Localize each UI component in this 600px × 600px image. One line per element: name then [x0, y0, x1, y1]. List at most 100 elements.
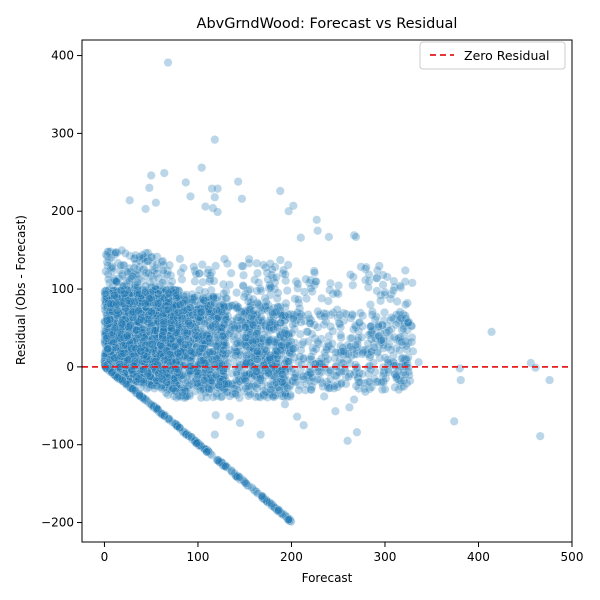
scatter-point [210, 430, 220, 440]
scatter-point [139, 315, 149, 325]
scatter-point [159, 411, 169, 421]
scatter-point [120, 335, 130, 345]
scatter-point [165, 366, 175, 376]
scatter-point [151, 198, 161, 208]
scatter-point [149, 348, 159, 358]
scatter-point [131, 377, 140, 387]
scatter-point [114, 286, 124, 296]
scatter-point [214, 380, 224, 390]
y-tick-label: 400 [51, 49, 74, 63]
scatter-point [299, 420, 309, 430]
scatter-point [156, 372, 166, 382]
scatter-point [167, 293, 177, 303]
scatter-point [349, 324, 358, 334]
scatter-point [133, 320, 143, 329]
scatter-point [221, 314, 231, 324]
scatter-point [111, 326, 121, 336]
scatter-point [163, 357, 173, 367]
x-axis-ticks: 0 100 200 300 400 500 [101, 542, 583, 564]
scatter-point [155, 344, 165, 354]
scatter-point [149, 305, 159, 315]
scatter-point [159, 342, 168, 352]
scatter-point [119, 286, 129, 296]
scatter-point [293, 295, 303, 305]
scatter-point [159, 370, 169, 380]
scatter-point [137, 305, 147, 315]
scatter-point [401, 314, 411, 323]
scatter-point [166, 296, 176, 306]
scatter-point [112, 344, 122, 354]
scatter-point [167, 336, 177, 346]
scatter-point [163, 370, 173, 380]
scatter-point [112, 292, 122, 301]
scatter-point [173, 348, 183, 358]
scatter-point [141, 377, 151, 387]
scatter-point [135, 303, 145, 313]
scatter-point [158, 265, 168, 275]
scatter-point [332, 371, 341, 381]
scatter-point [293, 279, 303, 289]
scatter-point [312, 215, 322, 225]
scatter-point [166, 295, 176, 305]
scatter-point [159, 319, 169, 329]
scatter-point [144, 319, 154, 329]
scatter-point [138, 303, 148, 313]
scatter-point [136, 372, 146, 382]
scatter-point [112, 363, 122, 373]
scatter-point [254, 278, 264, 288]
scatter-point [151, 341, 160, 351]
scatter-point [294, 385, 304, 395]
scatter-point [126, 344, 136, 354]
scatter-point [150, 336, 160, 346]
scatter-point [127, 356, 136, 365]
scatter-point [167, 291, 177, 301]
scatter-point [132, 311, 142, 321]
scatter-point [108, 292, 118, 302]
scatter-point [112, 328, 122, 338]
scatter-point [161, 388, 171, 398]
scatter-point [273, 347, 283, 357]
scatter-point [119, 375, 128, 385]
scatter-point [164, 332, 174, 341]
scatter-point [132, 336, 142, 345]
scatter-point [160, 339, 170, 349]
scatter-point [167, 346, 177, 356]
scatter-point [249, 306, 259, 316]
scatter-point [320, 312, 330, 322]
scatter-point [365, 352, 375, 362]
legend-label-zero-residual: Zero Residual [464, 48, 550, 63]
scatter-point [116, 311, 126, 321]
scatter-point [128, 338, 138, 348]
scatter-point [121, 304, 131, 314]
scatter-point [166, 298, 176, 307]
scatter-point [120, 327, 130, 337]
scatter-point [132, 347, 142, 357]
scatter-point [163, 291, 173, 301]
scatter-point [145, 352, 155, 362]
scatter-point [330, 406, 340, 416]
scatter-point [162, 331, 172, 341]
scatter-point [218, 331, 228, 341]
scatter-point [133, 295, 143, 305]
scatter-point [263, 274, 273, 284]
scatter-point [134, 347, 144, 357]
scatter-point [253, 346, 262, 356]
scatter-point [106, 337, 115, 347]
scatter-point [390, 382, 400, 392]
scatter-point [140, 369, 149, 379]
scatter-point [315, 375, 325, 385]
scatter-point [117, 297, 127, 307]
scatter-point [132, 294, 142, 304]
scatter-point [131, 329, 141, 339]
scatter-point [158, 278, 167, 288]
scatter-point [122, 311, 132, 320]
scatter-point [122, 324, 132, 334]
scatter-point [148, 304, 158, 313]
scatter-point [159, 168, 169, 178]
scatter-point [121, 351, 131, 361]
scatter-point [129, 263, 139, 273]
scatter-point [324, 331, 334, 341]
scatter-point [358, 311, 368, 321]
scatter-point [140, 296, 150, 306]
scatter-point [112, 333, 122, 343]
